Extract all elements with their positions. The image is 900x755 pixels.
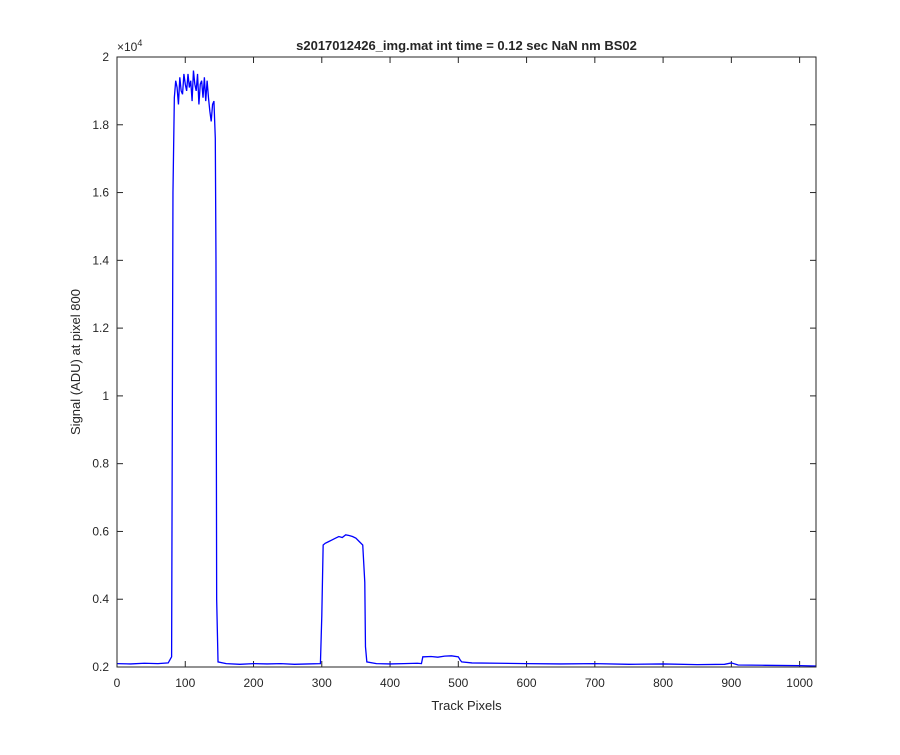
x-tick-label: 400	[380, 676, 400, 690]
x-axis-label: Track Pixels	[431, 698, 502, 713]
y-tick-label: 0.2	[92, 660, 109, 674]
tick-labels: 0 100 200 300 400 500 600 700 800 900 1000 0.2 0.4 0.…	[92, 50, 813, 690]
y-tick-label: 1.2	[92, 321, 109, 335]
chart-title: s2017012426_img.mat int time = 0.12 sec …	[296, 38, 637, 53]
x-tick-label: 900	[721, 676, 741, 690]
x-tick-label: 100	[175, 676, 195, 690]
x-tick-label: 300	[312, 676, 332, 690]
plot-frame	[116, 56, 817, 668]
y-tick-label: 1.4	[92, 253, 109, 267]
y-tick-label: 1	[102, 389, 109, 403]
x-tick-label: 800	[653, 676, 673, 690]
y-tick-label: 0.4	[92, 592, 109, 606]
y-tick-label: 0.8	[92, 457, 109, 471]
x-tick-label: 200	[244, 676, 264, 690]
x-tick-label: 1000	[786, 676, 813, 690]
x-tick-label: 500	[448, 676, 468, 690]
y-tick-label: 2	[102, 50, 109, 64]
y-exponent-label: ×104	[117, 38, 142, 54]
plot-area	[117, 57, 816, 667]
y-tick-label: 0.6	[92, 524, 109, 538]
x-tick-label: 600	[517, 676, 537, 690]
y-axis-label: Signal (ADU) at pixel 800	[68, 289, 83, 435]
x-tick-label: 700	[585, 676, 605, 690]
y-tick-label: 1.8	[92, 118, 109, 132]
x-tick-label: 0	[114, 676, 121, 690]
series-line	[116, 70, 817, 667]
y-tick-label: 1.6	[92, 186, 109, 200]
